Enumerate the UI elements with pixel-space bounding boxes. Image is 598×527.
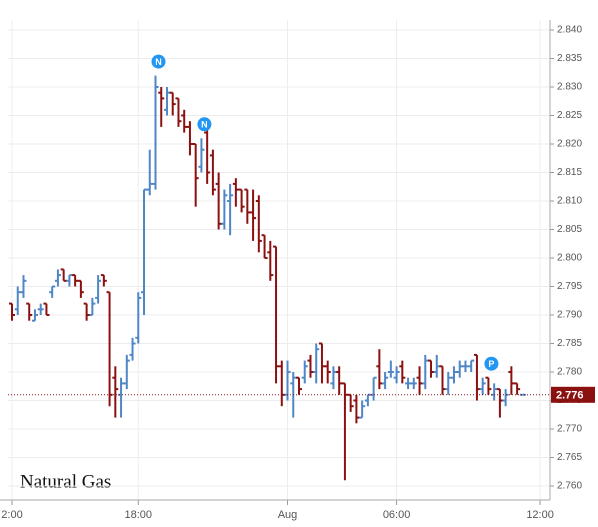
y-tick-label: 2.760 (557, 481, 582, 492)
y-tick-label: 2.765 (557, 452, 582, 463)
event-marker (197, 117, 212, 132)
y-tick-label: 2.810 (557, 196, 582, 207)
event-marker (151, 54, 166, 69)
event-marker-label: N (201, 120, 208, 130)
y-tick-label: 2.805 (557, 224, 582, 235)
last-price-box (551, 386, 595, 403)
event-marker-label: P (488, 359, 494, 369)
y-tick-label: 2.780 (557, 367, 582, 378)
event-marker (484, 356, 499, 371)
last-price-label: 2.776 (556, 390, 584, 402)
y-tick-label: 2.815 (557, 167, 582, 178)
y-tick-label: 2.790 (557, 310, 582, 321)
x-tick-label: 06:00 (383, 509, 411, 521)
event-marker-label: N (155, 57, 162, 67)
chart-title: Natural Gas (20, 471, 111, 492)
x-tick-label: 12:00 (526, 509, 554, 521)
y-tick-label: 2.835 (557, 53, 582, 64)
y-tick-label: 2.770 (557, 424, 582, 435)
x-tick-label: 18:00 (125, 509, 153, 521)
y-tick-label: 2.785 (557, 338, 582, 349)
y-tick-label: 2.800 (557, 253, 582, 264)
y-tick-label: 2.820 (557, 139, 582, 150)
y-tick-label: 2.830 (557, 82, 582, 93)
y-tick-label: 2.825 (557, 110, 582, 121)
y-tick-label: 2.795 (557, 281, 582, 292)
x-tick-label: Aug (278, 509, 298, 521)
y-tick-label: 2.840 (557, 25, 582, 36)
x-tick-label: 2:00 (1, 509, 22, 521)
